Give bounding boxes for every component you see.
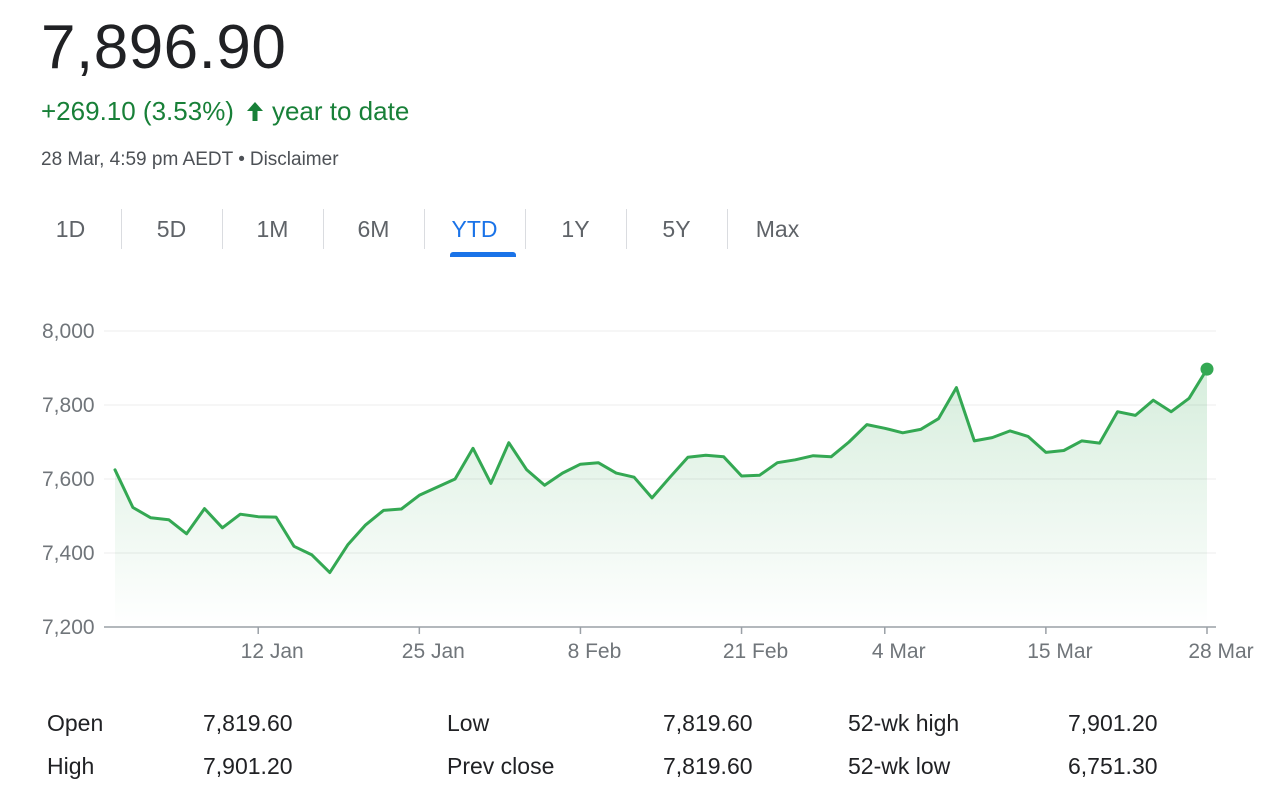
- tab-ytd[interactable]: YTD: [424, 205, 525, 257]
- current-price: 7,896.90: [41, 13, 287, 82]
- stat-label-open: Open: [47, 710, 104, 736]
- timestamp: 28 Mar, 4:59 pm AEDT: [41, 149, 234, 170]
- x-tick-label: 12 Jan: [241, 640, 304, 663]
- separator: •: [238, 149, 245, 170]
- tab-1d[interactable]: 1D: [55, 216, 86, 242]
- tab-max[interactable]: Max: [727, 205, 828, 257]
- price-change: +269.10 (3.53%) year to date: [41, 93, 409, 129]
- change-amount: +269.10 (3.53%): [41, 96, 234, 126]
- disclaimer-link[interactable]: Disclaimer: [249, 149, 339, 170]
- x-tick-label: 21 Feb: [723, 640, 788, 663]
- stat-value-high: 7,901.20: [203, 753, 293, 779]
- stat-label-52wk-low: 52-wk low: [848, 753, 951, 779]
- stat-value-low: 7,819.60: [663, 710, 753, 736]
- stat-value-open: 7,819.60: [203, 710, 293, 736]
- change-period: year to date: [271, 96, 410, 126]
- market-meta: 28 Mar, 4:59 pm AEDT • Disclaimer: [41, 147, 339, 173]
- range-tabs: 1D 5D 1M 6M YTD 1Y 5Y Max: [20, 205, 828, 257]
- stat-value-prev-close: 7,819.60: [663, 753, 753, 779]
- tab-1y[interactable]: 1Y: [525, 205, 626, 257]
- stat-label-52wk-high: 52-wk high: [848, 710, 960, 736]
- tab-6m[interactable]: 6M: [323, 205, 424, 257]
- stat-value-52wk-high: 7,901.20: [1068, 710, 1158, 736]
- stat-label-high: High: [47, 753, 95, 779]
- arrow-up-icon: [246, 102, 263, 121]
- x-tick-label: 28 Mar: [1188, 640, 1253, 663]
- price-chart[interactable]: 7,200 7,400 7,600 7,800 8,000 12 Jan 25 Jan 8 F…: [0, 300, 1276, 680]
- last-price-point: [1200, 362, 1214, 376]
- x-tick-label: 15 Mar: [1027, 640, 1092, 663]
- y-tick-label: 7,800: [42, 394, 95, 417]
- y-tick-label: 7,200: [42, 616, 95, 639]
- tab-5d[interactable]: 5D: [121, 205, 222, 257]
- x-tick-label: 8 Feb: [568, 640, 622, 663]
- x-tick-label: 25 Jan: [402, 640, 465, 663]
- tab-5y[interactable]: 5Y: [626, 205, 727, 257]
- tab-1m[interactable]: 1M: [222, 205, 323, 257]
- y-tick-label: 7,400: [42, 542, 95, 565]
- price-area: [115, 369, 1207, 627]
- x-tick-label: 4 Mar: [872, 640, 926, 663]
- stat-value-52wk-low: 6,751.30: [1068, 753, 1158, 779]
- price-line: [113, 367, 1209, 575]
- stat-label-low: Low: [447, 710, 490, 736]
- y-tick-label: 7,600: [42, 468, 95, 491]
- stat-label-prev-close: Prev close: [447, 753, 555, 779]
- y-tick-label: 8,000: [42, 320, 95, 343]
- stats-table: Open 7,819.60 High 7,901.20 Low 7,819.60…: [0, 700, 1276, 790]
